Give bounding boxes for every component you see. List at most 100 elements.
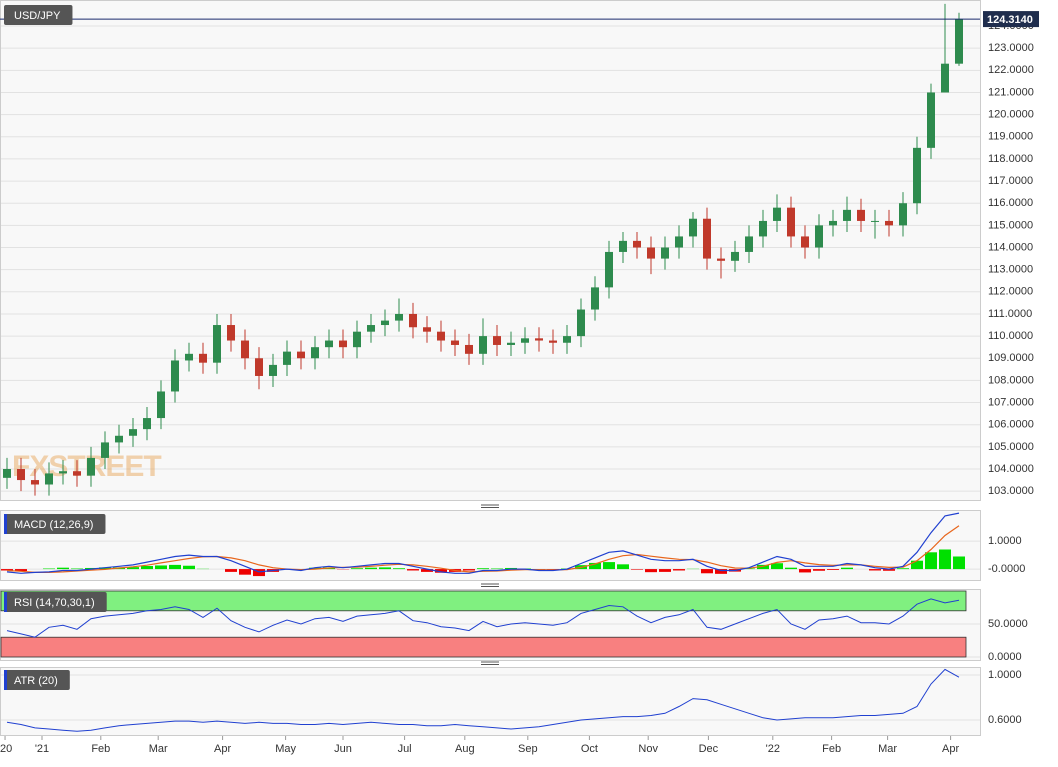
histogram-bar — [869, 569, 881, 570]
candle-body — [871, 221, 879, 222]
histogram-bar — [183, 566, 195, 569]
candle-body — [101, 442, 109, 458]
y-tick-label: -0.0000 — [988, 563, 1025, 575]
candle-body — [143, 418, 151, 429]
candle-body — [227, 325, 235, 341]
histogram-bar — [659, 569, 671, 572]
candle-body — [297, 352, 305, 359]
atr-panel — [1, 668, 981, 736]
histogram-bar — [225, 569, 237, 572]
candle-body — [857, 210, 865, 221]
y-tick-label: 116.0000 — [988, 197, 1033, 209]
panel-title: RSI (14,70,30,1) — [14, 597, 95, 609]
candle-body — [3, 469, 11, 478]
histogram-bar — [827, 569, 839, 570]
candle-body — [745, 236, 753, 252]
x-tick-label: Aug — [455, 743, 475, 755]
overbought-zone — [1, 591, 966, 611]
y-tick-label: 119.0000 — [988, 131, 1033, 143]
candle-body — [619, 241, 627, 252]
y-tick-label: 1.0000 — [988, 535, 1022, 547]
histogram-bar — [155, 565, 167, 569]
histogram-bar — [953, 556, 965, 569]
panel-title-stripe — [4, 670, 7, 690]
candle-body — [493, 336, 501, 345]
x-tick-label: Mar — [149, 743, 168, 755]
candle-body — [339, 341, 347, 348]
candle-body — [353, 332, 361, 348]
candle-body — [283, 352, 291, 365]
candle-body — [185, 354, 193, 361]
candle-body — [591, 287, 599, 309]
candle-body — [605, 252, 613, 287]
x-tick-label: Jul — [398, 743, 412, 755]
x-tick-label: Apr — [942, 743, 959, 755]
histogram-bar — [701, 569, 713, 573]
candle-body — [535, 338, 543, 340]
histogram-bar — [673, 569, 685, 570]
histogram-bar — [897, 568, 909, 569]
candle-body — [31, 480, 39, 484]
histogram-bar — [57, 568, 69, 569]
x-tick-label: '20 — [0, 743, 12, 755]
candle-body — [773, 208, 781, 221]
candle-body — [199, 354, 207, 363]
panel-title: USD/JPY — [14, 10, 61, 22]
histogram-bar — [407, 569, 419, 570]
candle-body — [311, 347, 319, 358]
x-tick-label: Mar — [878, 743, 897, 755]
y-tick-label: 113.0000 — [988, 264, 1033, 276]
candle-body — [955, 19, 963, 63]
candle-body — [213, 325, 221, 363]
candle-body — [801, 236, 809, 247]
candle-body — [73, 471, 81, 475]
x-tick-label: Feb — [822, 743, 841, 755]
y-tick-label: 106.0000 — [988, 419, 1034, 431]
candle-body — [913, 148, 921, 203]
histogram-bar — [911, 561, 923, 569]
candle-body — [717, 259, 725, 261]
candle-body — [731, 252, 739, 261]
panel-title-stripe — [4, 592, 7, 612]
watermark: FXSTREET — [12, 450, 161, 483]
candle-body — [927, 92, 935, 147]
candle-body — [563, 336, 571, 343]
x-tick-label: Jun — [334, 743, 352, 755]
y-tick-label: 122.0000 — [988, 64, 1034, 76]
candle-body — [577, 310, 585, 337]
panel-title-stripe — [4, 514, 7, 534]
histogram-bar — [813, 569, 825, 571]
candle-body — [885, 221, 893, 225]
histogram-bar — [141, 566, 153, 569]
candle-body — [661, 248, 669, 259]
candle-body — [703, 219, 711, 259]
histogram-bar — [393, 568, 405, 569]
y-tick-label: 0.0000 — [988, 651, 1022, 663]
y-tick-label: 117.0000 — [988, 175, 1033, 187]
y-tick-label: 104.0000 — [988, 463, 1034, 475]
y-tick-label: 111.0000 — [988, 308, 1032, 320]
candle-body — [269, 365, 277, 376]
y-tick-label: 50.0000 — [988, 618, 1028, 630]
candle-body — [409, 314, 417, 327]
y-tick-label: 108.0000 — [988, 374, 1034, 386]
candle-body — [129, 429, 137, 436]
candle-body — [451, 341, 459, 345]
candle-body — [675, 236, 683, 247]
x-tick-label: Sep — [518, 743, 538, 755]
candle-body — [157, 391, 165, 418]
oversold-zone — [1, 637, 966, 657]
candle-body — [255, 358, 263, 376]
y-tick-label: 123.0000 — [988, 42, 1034, 54]
candle-body — [465, 345, 473, 354]
y-tick-label: 112.0000 — [988, 286, 1033, 298]
y-tick-label: 103.0000 — [988, 485, 1034, 497]
candle-body — [59, 471, 67, 473]
x-tick-label: Dec — [699, 743, 719, 755]
y-tick-label: 120.0000 — [988, 109, 1034, 121]
candle-body — [479, 336, 487, 354]
candle-body — [325, 341, 333, 348]
y-tick-label: 1.0000 — [988, 669, 1022, 681]
histogram-bar — [365, 568, 377, 569]
